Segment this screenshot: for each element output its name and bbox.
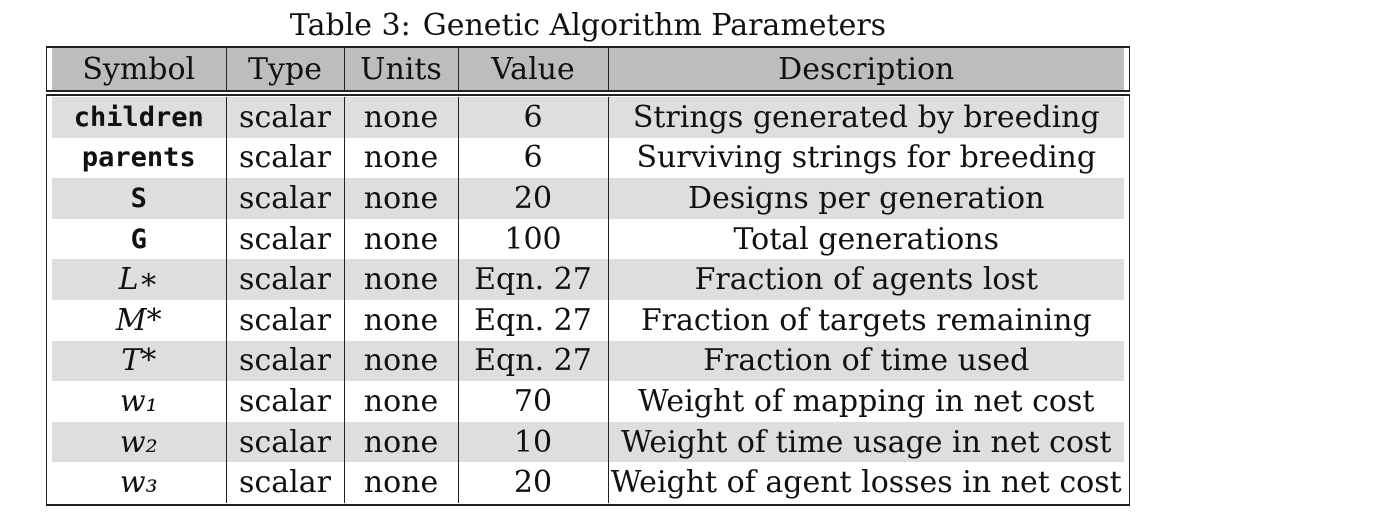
table-row: L∗ scalar none Eqn. 27 Fraction of agents lo… <box>52 259 1124 300</box>
value-cell: Eqn. 27 <box>457 340 608 382</box>
description-cell: Strings generated by breeding <box>607 97 1124 138</box>
description-cell: Weight of time usage in net cost <box>607 421 1124 463</box>
units-cell: none <box>343 178 458 219</box>
parameters-table: children scalar none 6 Strings generated by … <box>52 97 1124 503</box>
header-description: Description <box>607 48 1124 90</box>
type-cell: scalar <box>225 218 344 260</box>
description-cell: Fraction of agents lost <box>607 259 1124 300</box>
symbol-cell: children <box>73 101 204 133</box>
value-cell: 20 <box>457 178 608 219</box>
bottom-rule <box>46 504 1130 506</box>
table-row: w₁ scalar none 70 Weight of mapping in net c… <box>52 381 1124 422</box>
body-frame-outer <box>46 94 1130 506</box>
value-cell: 6 <box>457 137 608 179</box>
type-cell: scalar <box>225 259 344 300</box>
description-cell: Total generations <box>607 218 1124 260</box>
header-row: Symbol Type Units Value Description <box>52 48 1124 90</box>
value-cell: Eqn. 27 <box>457 259 608 300</box>
symbol-cell: S <box>130 182 147 214</box>
table-row: T* scalar none Eqn. 27 Fraction of time used <box>52 340 1124 382</box>
value-cell: Eqn. 27 <box>457 299 608 341</box>
header-symbol: Symbol <box>82 51 196 87</box>
table-row: w₃ scalar none 20 Weight of agent losses in … <box>52 462 1124 503</box>
units-cell: none <box>343 259 458 300</box>
type-cell: scalar <box>225 421 344 463</box>
header-units: Units <box>343 48 458 90</box>
value-cell: 70 <box>457 381 608 422</box>
value-cell: 6 <box>457 97 608 138</box>
units-cell: none <box>343 299 458 341</box>
symbol-cell: M* <box>115 302 162 338</box>
units-cell: none <box>343 97 458 138</box>
units-cell: none <box>343 340 458 382</box>
header-value: Value <box>457 48 608 90</box>
description-cell: Weight of mapping in net cost <box>607 381 1124 422</box>
units-cell: none <box>343 218 458 260</box>
table-row: M* scalar none Eqn. 27 Fraction of targets r… <box>52 299 1124 341</box>
units-cell: none <box>343 462 458 503</box>
units-cell: none <box>343 421 458 463</box>
description-cell: Fraction of time used <box>607 340 1124 382</box>
table-row: w₂ scalar none 10 Weight of time usage in ne… <box>52 421 1124 463</box>
table-row: children scalar none 6 Strings generated by … <box>52 97 1124 138</box>
value-cell: 20 <box>457 462 608 503</box>
symbol-cell: parents <box>81 142 196 174</box>
description-cell: Fraction of targets remaining <box>607 299 1124 341</box>
symbol-cell: G <box>130 223 147 255</box>
header-type: Type <box>225 48 344 90</box>
type-cell: scalar <box>225 137 344 179</box>
top-rule <box>46 46 1130 48</box>
units-cell: none <box>343 381 458 422</box>
table-header: Symbol Type Units Value Description <box>52 48 1124 90</box>
type-cell: scalar <box>225 381 344 422</box>
table-caption: Table 3: Genetic Algorithm Parameters <box>46 6 1130 46</box>
symbol-cell: T* <box>121 343 157 379</box>
type-cell: scalar <box>225 462 344 503</box>
table-body: children scalar none 6 Strings generated by … <box>52 97 1124 503</box>
type-cell: scalar <box>225 299 344 341</box>
symbol-cell: w₁ <box>119 383 158 419</box>
body-top-rule <box>46 94 1130 96</box>
symbol-cell: L∗ <box>118 262 159 298</box>
type-cell: scalar <box>225 178 344 219</box>
symbol-cell: w₃ <box>119 465 158 501</box>
header-bottom-rule <box>46 90 1130 92</box>
type-cell: scalar <box>225 340 344 382</box>
caption-title: Genetic Algorithm Parameters <box>422 8 887 43</box>
value-cell: 10 <box>457 421 608 463</box>
table-row: parents scalar none 6 Surviving strings for … <box>52 137 1124 179</box>
caption-label: Table 3: <box>289 8 411 43</box>
units-cell: none <box>343 137 458 179</box>
type-cell: scalar <box>225 97 344 138</box>
description-cell: Weight of agent losses in net cost <box>607 462 1124 503</box>
header-frame-outer <box>46 46 1130 92</box>
symbol-cell: w₂ <box>119 424 158 460</box>
description-cell: Surviving strings for breeding <box>607 137 1124 179</box>
value-cell: 100 <box>457 218 608 260</box>
description-cell: Designs per generation <box>607 178 1124 219</box>
